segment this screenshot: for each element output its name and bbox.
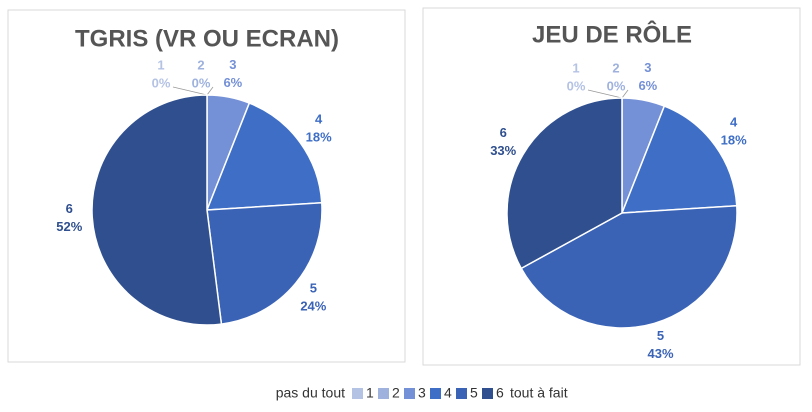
data-label-category: 2 [197, 57, 204, 72]
data-label-category: 3 [644, 60, 651, 75]
legend-swatch [456, 388, 467, 399]
legend-label: 5 [470, 385, 478, 401]
pie-slice [620, 105, 738, 214]
data-label-category: 4 [730, 114, 738, 129]
legend-left-label: pas du tout [276, 385, 345, 401]
legend-right-label: tout à fait [510, 385, 568, 401]
pie-slice [520, 204, 738, 329]
leader-line [587, 89, 623, 99]
data-label-value: 52% [56, 219, 82, 234]
legend-label: 4 [444, 385, 452, 401]
chart-title: JEU DE RÔLE [532, 20, 692, 48]
pie-slice [506, 97, 623, 270]
data-label-category: 1 [157, 57, 164, 72]
chart-title: TGRIS (VR OU ECRAN) [75, 25, 339, 52]
legend-label: 3 [418, 385, 426, 401]
legend-swatch [482, 388, 493, 399]
data-label-value: 33% [490, 143, 516, 158]
data-label-value: 43% [647, 346, 673, 361]
legend-swatch [378, 388, 389, 399]
data-label-value: 0% [607, 78, 626, 93]
legend-swatch [352, 388, 363, 399]
data-label-value: 0% [567, 78, 586, 93]
data-label-value: 18% [306, 129, 332, 144]
legend-swatch [404, 388, 415, 399]
data-label-category: 6 [66, 201, 73, 216]
data-label-value: 18% [721, 132, 747, 147]
data-label-category: 5 [657, 328, 664, 343]
data-label-value: 0% [152, 75, 171, 90]
pie-slice [206, 201, 323, 325]
data-label-value: 0% [192, 75, 211, 90]
data-label-value: 24% [300, 298, 326, 313]
data-label-category: 1 [572, 60, 579, 75]
data-label-value: 6% [223, 75, 242, 90]
leader-line [172, 86, 208, 96]
legend-label: 1 [366, 385, 374, 401]
pie-slice [91, 94, 223, 326]
data-label-category: 3 [229, 57, 236, 72]
legend-label: 2 [392, 385, 400, 401]
data-label-category: 6 [500, 125, 507, 140]
data-label-category: 5 [310, 280, 317, 295]
pie-slice [205, 102, 323, 211]
data-label-value: 6% [638, 78, 657, 93]
leader-line [621, 89, 629, 99]
leader-line [206, 86, 214, 96]
legend-label: 6 [496, 385, 504, 401]
data-label-category: 2 [612, 60, 619, 75]
data-label-category: 4 [315, 111, 323, 126]
legend-swatch [430, 388, 441, 399]
